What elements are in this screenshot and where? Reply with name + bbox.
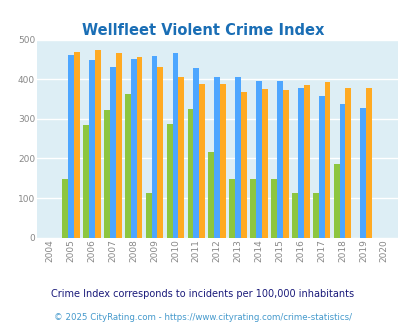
Bar [365,87,371,238]
Bar [261,89,267,238]
Bar [256,81,261,238]
Bar [151,56,157,238]
Bar [166,124,172,238]
Bar [333,164,339,238]
Legend: Wellfleet, Massachusetts, National: Wellfleet, Massachusetts, National [52,326,382,330]
Bar [324,82,330,238]
Bar [220,84,226,238]
Bar [110,67,115,238]
Bar [145,193,151,238]
Bar [68,55,74,238]
Bar [318,96,324,238]
Bar [282,90,288,238]
Bar [136,57,142,238]
Bar [291,193,297,238]
Bar [360,108,365,238]
Bar [62,180,68,238]
Bar [172,53,178,238]
Bar [95,50,100,238]
Bar [339,104,345,238]
Bar [297,88,303,238]
Bar [276,81,282,238]
Bar [199,84,205,238]
Bar [241,92,246,238]
Bar [157,67,163,238]
Bar [312,193,318,238]
Bar [249,179,256,238]
Bar [234,77,241,238]
Bar [130,59,136,238]
Bar [193,68,199,238]
Text: Wellfleet Violent Crime Index: Wellfleet Violent Crime Index [82,23,323,38]
Bar [187,109,193,238]
Bar [214,77,220,238]
Bar [115,53,121,238]
Text: © 2025 CityRating.com - https://www.cityrating.com/crime-statistics/: © 2025 CityRating.com - https://www.city… [54,313,351,322]
Bar [303,85,309,238]
Bar [229,179,234,238]
Bar [83,125,89,238]
Text: Crime Index corresponds to incidents per 100,000 inhabitants: Crime Index corresponds to incidents per… [51,289,354,299]
Bar [271,179,276,238]
Bar [104,110,110,238]
Bar [178,77,184,238]
Bar [89,60,95,238]
Bar [208,152,214,238]
Bar [345,87,350,238]
Bar [125,94,130,238]
Bar [74,52,79,238]
